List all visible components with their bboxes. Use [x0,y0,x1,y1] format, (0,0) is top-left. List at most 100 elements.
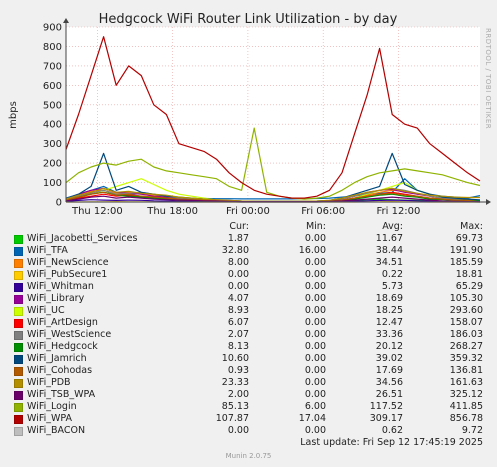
legend-cur: 0.93 [227,365,249,376]
legend-cur: 8.13 [227,341,249,352]
y-tick-label: 200 [43,159,62,170]
legend-series-name: WiFi_PDB [27,377,71,388]
legend-series-name: WiFi_Whitman [27,281,94,292]
col-header-cur: Cur: [229,221,249,232]
chart-title: Hedgcock WiFi Router Link Utilization - … [99,12,398,27]
legend-row: WiFi_Hedgcock 8.13 0.00 20.12 268.27 [0,341,497,353]
legend-min: 16.00 [298,245,326,256]
legend-swatch [14,235,23,244]
legend-min: 0.00 [304,353,326,364]
legend-row: WiFi_BACON 0.00 0.00 0.62 9.72 [0,425,497,437]
col-header-avg: Avg: [382,221,403,232]
legend-series-name: WiFi_Jamrich [27,353,87,364]
last-update: Last update: Fri Sep 12 17:45:19 2025 [300,437,483,448]
legend-min: 0.00 [304,281,326,292]
col-header-max: Max: [460,221,483,232]
grid [66,26,480,202]
x-tick-label: Thu 18:00 [146,206,198,215]
axes: 0 100 200 300 400 500 600 700 800 900 Thu 12:00 Thu… [43,18,491,215]
legend-swatch [14,403,23,412]
legend-swatch [14,331,23,340]
legend-min: 0.00 [304,425,326,436]
legend-cur: 0.00 [227,269,249,280]
legend-avg: 34.56 [375,377,403,388]
y-axis-arrow [63,18,69,23]
y-tick-label: 400 [43,120,62,131]
legend-max: 185.59 [449,257,483,268]
legend-swatch [14,427,23,436]
legend-series-name: WiFi_UC [27,305,65,316]
legend-cur: 8.93 [227,305,249,316]
legend-header: Cur: Min: Avg: Max: [0,221,497,233]
legend-avg: 12.47 [375,317,403,328]
legend-cur: 2.00 [227,389,249,400]
legend-table: Cur: Min: Avg: Max: WiFi_Jacobetti_Servi… [0,221,497,437]
legend-cur: 0.00 [227,425,249,436]
legend-avg: 0.22 [381,269,403,280]
legend-cur: 23.33 [221,377,249,388]
legend-max: 325.12 [449,389,483,400]
legend-series-name: WiFi_WestScience [27,329,112,340]
legend-min: 0.00 [304,377,326,388]
legend-row: WiFi_Whitman 0.00 0.00 5.73 65.29 [0,281,497,293]
legend-cur: 0.00 [227,281,249,292]
legend-series-name: WiFi_Cohodas [27,365,93,376]
legend-cur: 10.60 [221,353,249,364]
legend-min: 0.00 [304,389,326,400]
legend-max: 161.63 [449,377,483,388]
y-tick-label: 700 [43,61,62,72]
legend-cur: 8.00 [227,257,249,268]
legend-min: 0.00 [304,257,326,268]
legend-series-name: WiFi_WPA [27,413,72,424]
legend-avg: 26.51 [375,389,403,400]
series-line [65,127,481,200]
legend-swatch [14,307,23,316]
legend-avg: 18.69 [375,293,403,304]
legend-avg: 18.25 [375,305,403,316]
legend-max: 186.03 [449,329,483,340]
legend-series-name: WiFi_BACON [27,425,86,436]
legend-min: 0.00 [304,305,326,316]
legend-row: WiFi_NewScience 8.00 0.00 34.51 185.59 [0,257,497,269]
legend-cur: 107.87 [215,413,249,424]
legend-row: WiFi_TFA 32.80 16.00 38.44 191.90 [0,245,497,257]
x-axis-arrow [486,199,491,205]
col-header-min: Min: [305,221,326,232]
legend-swatch [14,343,23,352]
legend-avg: 17.69 [375,365,403,376]
legend-swatch [14,391,23,400]
legend-max: 158.07 [449,317,483,328]
legend-series-name: WiFi_Library [27,293,85,304]
legend-series-name: WiFi_PubSecure1 [27,269,108,280]
legend-cur: 85.13 [221,401,249,412]
legend-avg: 5.73 [381,281,403,292]
legend-row: WiFi_Library 4.07 0.00 18.69 105.30 [0,293,497,305]
rrdtool-credit: RRDTOOL / TOBI OETIKER [484,28,492,129]
legend-row: WiFi_Cohodas 0.93 0.00 17.69 136.81 [0,365,497,377]
y-tick-label: 300 [43,139,62,150]
legend-row: WiFi_PDB 23.33 0.00 34.56 161.63 [0,377,497,389]
legend-max: 411.85 [449,401,483,412]
chart: Hedgcock WiFi Router Link Utilization - … [8,12,492,215]
legend-max: 268.27 [449,341,483,352]
legend-max: 65.29 [455,281,483,292]
legend-row: WiFi_Jamrich 10.60 0.00 39.02 359.32 [0,353,497,365]
legend-max: 293.60 [449,305,483,316]
legend-swatch [14,247,23,256]
legend-max: 18.81 [455,269,483,280]
y-tick-label: 100 [43,178,62,189]
legend-min: 0.00 [304,269,326,280]
legend-max: 856.78 [449,413,483,424]
legend-series-name: WiFi_ArtDesign [27,317,98,328]
legend-max: 69.73 [455,233,483,244]
legend-rows: WiFi_Jacobetti_Services 1.87 0.00 11.67 69.7… [0,233,497,437]
legend-row: WiFi_TSB_WPA 2.00 0.00 26.51 325.12 [0,389,497,401]
legend-row: WiFi_WestScience 2.07 0.00 33.36 186.03 [0,329,497,341]
legend-swatch [14,319,23,328]
x-tick-label: Fri 00:00 [226,206,270,215]
y-tick-label: 500 [43,100,62,111]
legend-swatch [14,295,23,304]
legend-avg: 33.36 [375,329,403,340]
legend-min: 17.04 [298,413,326,424]
legend-series-name: WiFi_TFA [27,245,68,256]
